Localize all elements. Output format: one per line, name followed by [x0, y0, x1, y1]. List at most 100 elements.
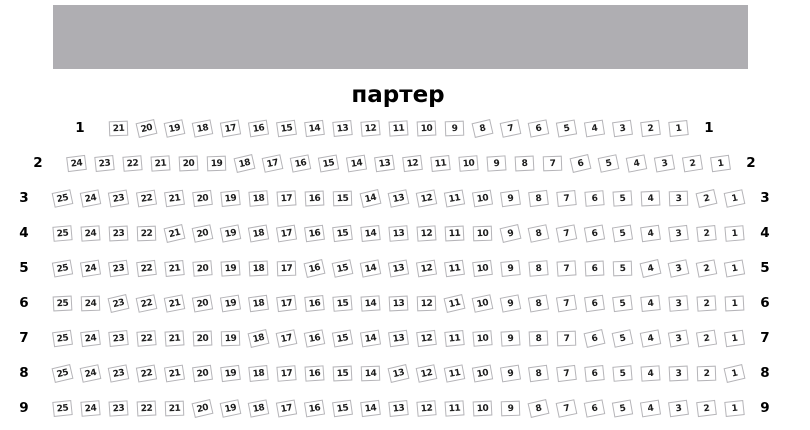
- seat[interactable]: 24: [79, 399, 101, 417]
- seat[interactable]: 16: [303, 224, 325, 242]
- seat[interactable]: 21: [163, 223, 185, 243]
- seat[interactable]: 5: [611, 398, 633, 418]
- seat[interactable]: 7: [555, 259, 577, 277]
- seat[interactable]: 7: [499, 118, 521, 138]
- seat[interactable]: 8: [527, 364, 549, 382]
- seat[interactable]: 19: [219, 364, 241, 382]
- seat[interactable]: 14: [359, 258, 381, 278]
- seat[interactable]: 12: [415, 259, 437, 277]
- seat[interactable]: 19: [163, 118, 185, 138]
- seat[interactable]: 10: [471, 259, 493, 277]
- seat[interactable]: 3: [653, 153, 675, 173]
- seat[interactable]: 4: [639, 328, 661, 348]
- seat[interactable]: 17: [275, 364, 297, 382]
- seat[interactable]: 20: [191, 189, 213, 207]
- seat[interactable]: 18: [247, 398, 269, 418]
- seat[interactable]: 8: [527, 293, 549, 313]
- seat[interactable]: 13: [387, 188, 409, 208]
- seat[interactable]: 12: [415, 363, 437, 383]
- seat[interactable]: 14: [359, 188, 381, 208]
- seat[interactable]: 3: [667, 224, 689, 242]
- seat[interactable]: 2: [695, 188, 717, 208]
- seat[interactable]: 5: [611, 328, 633, 348]
- seat[interactable]: 23: [107, 399, 129, 417]
- seat[interactable]: 3: [667, 294, 689, 312]
- seat[interactable]: 10: [471, 329, 493, 347]
- seat[interactable]: 10: [471, 363, 493, 383]
- seat[interactable]: 8: [527, 223, 549, 243]
- seat[interactable]: 1: [723, 363, 745, 383]
- seat[interactable]: 1: [723, 224, 745, 242]
- seat[interactable]: 2: [639, 119, 661, 137]
- seat[interactable]: 4: [639, 258, 661, 278]
- seat[interactable]: 11: [443, 329, 465, 347]
- seat[interactable]: 11: [429, 154, 451, 172]
- seat[interactable]: 11: [443, 399, 465, 417]
- seat[interactable]: 20: [178, 155, 198, 171]
- seat[interactable]: 22: [136, 400, 156, 416]
- seat[interactable]: 19: [220, 330, 240, 346]
- seat[interactable]: 5: [611, 224, 633, 242]
- seat[interactable]: 11: [387, 119, 409, 137]
- seat[interactable]: 4: [639, 399, 661, 417]
- seat[interactable]: 6: [583, 328, 605, 348]
- seat[interactable]: 5: [611, 189, 633, 207]
- seat[interactable]: 7: [556, 330, 576, 346]
- seat[interactable]: 7: [555, 294, 577, 312]
- seat[interactable]: 12: [415, 399, 437, 417]
- seat[interactable]: 6: [583, 364, 605, 382]
- seat[interactable]: 22: [135, 259, 157, 277]
- seat[interactable]: 13: [387, 329, 409, 347]
- seat[interactable]: 15: [331, 224, 353, 242]
- seat[interactable]: 19: [219, 259, 241, 277]
- seat[interactable]: 18: [247, 328, 269, 348]
- seat[interactable]: 25: [51, 258, 73, 278]
- seat[interactable]: 16: [303, 364, 325, 382]
- seat[interactable]: 12: [415, 188, 437, 208]
- seat[interactable]: 4: [625, 153, 647, 173]
- seat[interactable]: 21: [163, 189, 185, 207]
- seat[interactable]: 24: [79, 188, 101, 208]
- seat[interactable]: 21: [163, 329, 185, 347]
- seat[interactable]: 9: [485, 154, 507, 172]
- seat[interactable]: 12: [415, 224, 437, 242]
- seat[interactable]: 16: [303, 258, 325, 278]
- seat[interactable]: 24: [79, 329, 101, 347]
- seat[interactable]: 4: [583, 119, 605, 137]
- seat[interactable]: 24: [79, 363, 101, 383]
- seat[interactable]: 18: [233, 153, 255, 173]
- seat[interactable]: 16: [303, 328, 325, 348]
- seat[interactable]: 19: [219, 223, 241, 243]
- seat[interactable]: 20: [135, 118, 157, 138]
- seat[interactable]: 25: [51, 188, 73, 208]
- seat[interactable]: 2: [695, 399, 717, 417]
- seat[interactable]: 14: [303, 119, 325, 137]
- seat[interactable]: 17: [275, 294, 297, 312]
- seat[interactable]: 19: [206, 155, 226, 171]
- seat[interactable]: 15: [332, 190, 352, 206]
- seat[interactable]: 2: [681, 154, 703, 172]
- seat[interactable]: 1: [724, 295, 744, 311]
- seat[interactable]: 2: [695, 258, 717, 278]
- seat[interactable]: 3: [668, 365, 688, 381]
- seat[interactable]: 14: [345, 154, 367, 172]
- seat[interactable]: 25: [51, 329, 73, 347]
- seat[interactable]: 12: [359, 119, 381, 137]
- seat[interactable]: 8: [514, 155, 534, 171]
- seat[interactable]: 13: [331, 119, 353, 137]
- seat[interactable]: 19: [219, 189, 241, 207]
- seat[interactable]: 25: [51, 224, 73, 242]
- seat[interactable]: 21: [163, 364, 185, 382]
- seat[interactable]: 2: [695, 294, 717, 312]
- seat[interactable]: 12: [416, 295, 436, 311]
- seat[interactable]: 21: [149, 154, 171, 172]
- seat[interactable]: 24: [65, 154, 87, 172]
- seat[interactable]: 25: [52, 295, 72, 311]
- seat[interactable]: 10: [457, 154, 479, 172]
- seat[interactable]: 5: [555, 118, 577, 138]
- seat[interactable]: 25: [51, 399, 73, 417]
- seat[interactable]: 18: [248, 260, 268, 276]
- seat[interactable]: 19: [219, 398, 241, 418]
- seat[interactable]: 23: [107, 259, 129, 277]
- seat[interactable]: 16: [289, 153, 311, 173]
